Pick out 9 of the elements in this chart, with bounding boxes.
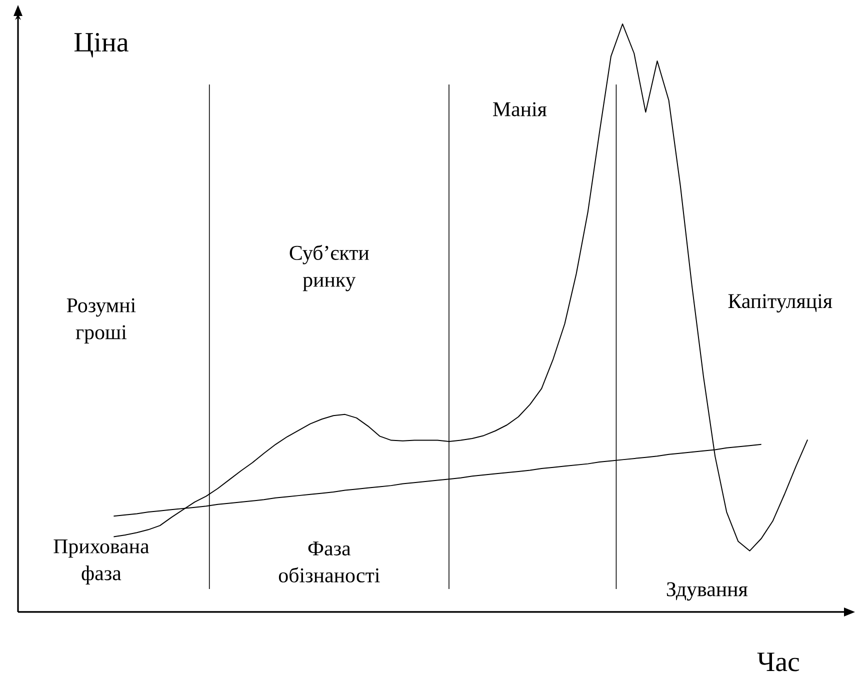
annotation: Прихована фаза: [54, 539, 150, 585]
annotation: Здування: [666, 582, 748, 601]
x-axis-title: Час: [757, 652, 800, 672]
annotation: Фаза обізнаності: [278, 542, 380, 582]
annotation: Розумні гроші: [66, 298, 136, 344]
annotation: Капітуляція: [728, 294, 832, 312]
annotation: Суб’єкти ринку: [290, 244, 369, 292]
y-axis-title: Ціна: [74, 32, 128, 58]
annotation: Манія: [493, 102, 547, 116]
